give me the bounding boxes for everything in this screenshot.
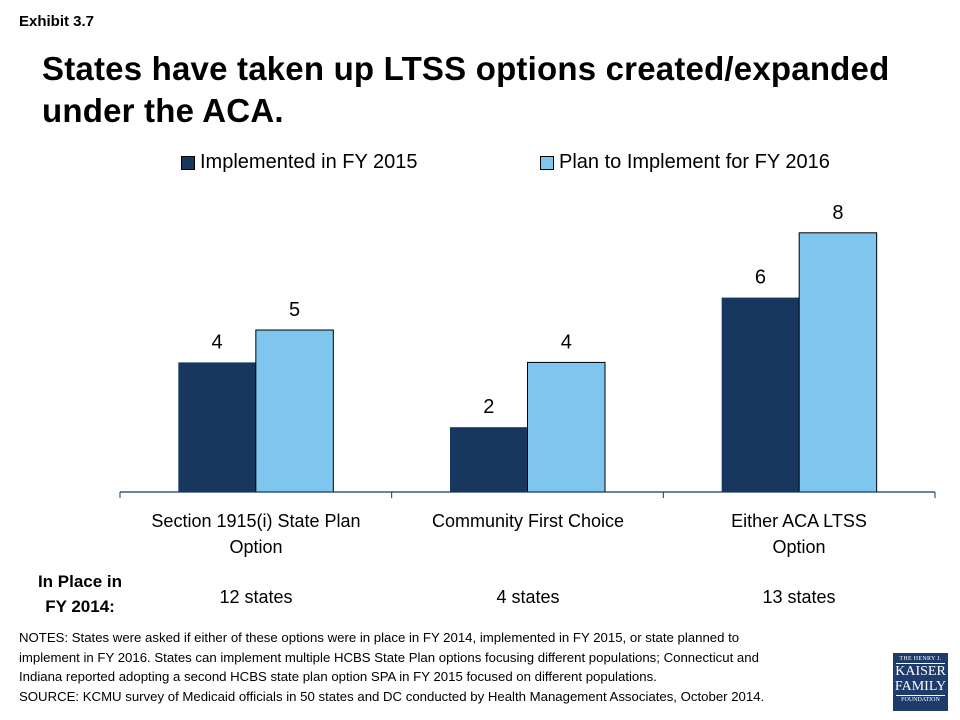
category-label: Either ACA LTSS Option (664, 508, 934, 560)
category-label-line: Option (772, 537, 826, 557)
category-label: Section 1915(i) State Plan Option (121, 508, 391, 560)
legend-label: Implemented in FY 2015 (200, 151, 418, 173)
legend: Implemented in FY 2015 Plan to Implement… (0, 151, 960, 175)
bar-chart: 4 2 6 5 4 8 (119, 202, 936, 498)
logo-text: KAISER (895, 664, 946, 679)
data-label: 4 (561, 331, 572, 353)
in-place-label-line: FY 2014: (45, 597, 115, 616)
data-label: 4 (212, 331, 223, 353)
logo-text: FOUNDATION (896, 695, 945, 703)
bar-planned (527, 361, 606, 493)
source-line: SOURCE: KCMU survey of Medicaid official… (19, 688, 765, 704)
bar-planned (255, 329, 334, 493)
bar-implemented (178, 362, 256, 492)
legend-label: Plan to Implement for FY 2016 (559, 151, 830, 173)
legend-item-implemented: Implemented in FY 2015 (181, 151, 418, 174)
data-label: 6 (755, 267, 766, 289)
category-label-line: Section 1915(i) State Plan (151, 511, 361, 531)
notes-line: implement in FY 2016. States can impleme… (19, 649, 759, 665)
category-label-line: Community First Choice (431, 511, 625, 531)
notes: NOTES: States were asked if either of th… (19, 628, 859, 706)
bar-implemented (450, 427, 528, 492)
notes-line: NOTES: States were asked if either of th… (19, 630, 740, 645)
in-place-value: 13 states (762, 587, 836, 607)
logo-text: THE HENRY J. (896, 656, 945, 664)
legend-swatch-implemented (181, 155, 195, 170)
in-place-value: 4 states (496, 587, 560, 607)
exhibit-number: Exhibit 3.7 (19, 13, 95, 30)
category-label-line: Either ACA LTSS (731, 511, 867, 531)
in-place-label-line: In Place in (37, 572, 123, 591)
bar-implemented (721, 297, 800, 492)
data-label: 2 (483, 396, 494, 418)
notes-line: Indiana reported adopting a second HCBS … (19, 669, 657, 684)
kaiser-family-foundation-logo: THE HENRY J. KAISER FAMILY FOUNDATION (893, 653, 948, 711)
in-place-label: In Place in FY 2014: (20, 569, 140, 619)
legend-swatch-planned (540, 155, 554, 170)
category-label-line: Option (229, 537, 283, 557)
category-label: Community First Choice (393, 508, 663, 534)
data-label: 8 (832, 202, 843, 224)
legend-item-planned: Plan to Implement for FY 2016 (540, 151, 830, 174)
bar-planned (798, 232, 878, 493)
in-place-value: 12 states (219, 587, 293, 607)
data-label: 5 (289, 299, 300, 321)
logo-text: FAMILY (894, 679, 947, 694)
chart-title: States have taken up LTSS options create… (42, 50, 890, 129)
